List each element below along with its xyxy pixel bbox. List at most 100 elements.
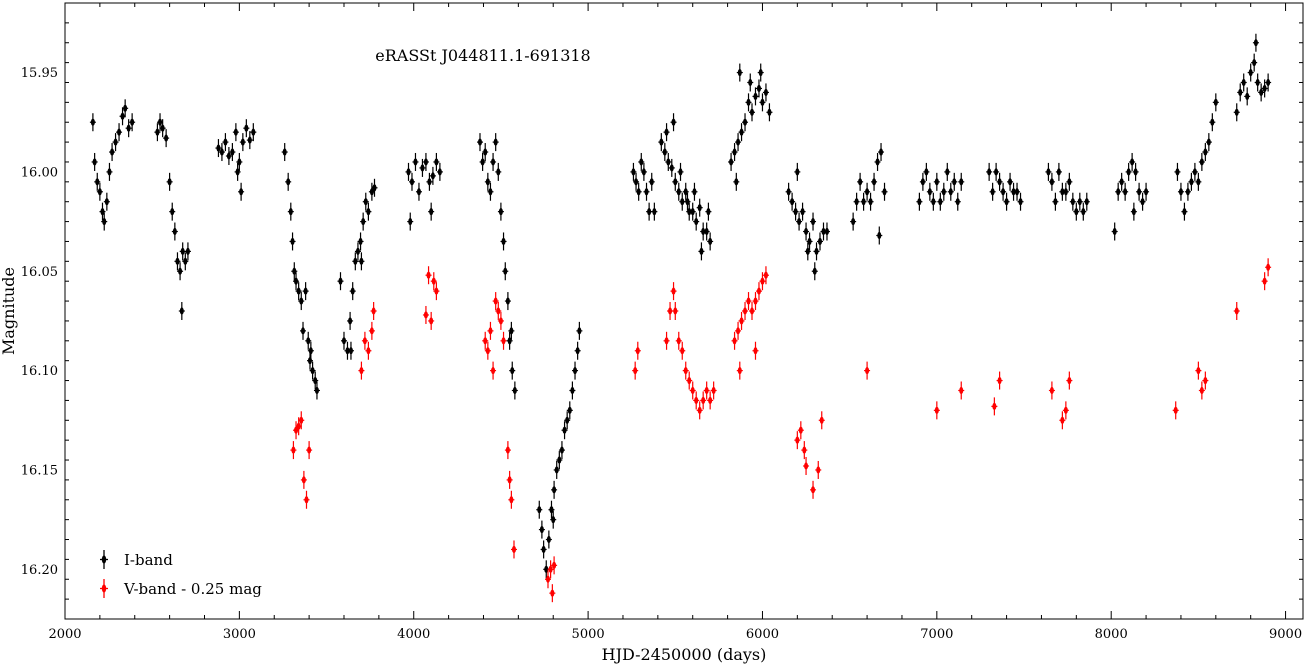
data-point xyxy=(109,143,116,162)
data-point xyxy=(572,361,579,380)
data-point xyxy=(1209,113,1216,132)
data-point xyxy=(352,252,359,271)
data-point xyxy=(700,391,707,410)
data-point xyxy=(215,139,222,158)
data-point xyxy=(419,158,426,177)
data-point xyxy=(648,172,655,191)
data-point xyxy=(633,172,640,191)
data-point xyxy=(755,282,762,301)
data-point xyxy=(752,292,759,311)
data-point xyxy=(682,182,689,201)
data-point xyxy=(1052,192,1059,211)
data-point xyxy=(643,182,650,201)
data-point xyxy=(337,272,344,291)
data-point xyxy=(1066,172,1073,191)
y-tick-label: 16.20 xyxy=(21,563,58,578)
data-point xyxy=(803,222,810,241)
data-point xyxy=(368,182,375,201)
y-tick-label: 16.15 xyxy=(21,463,58,478)
data-point xyxy=(742,113,749,132)
data-point xyxy=(1066,371,1073,390)
data-point xyxy=(371,178,378,197)
data-point xyxy=(672,302,679,320)
data-point xyxy=(736,63,743,82)
data-point xyxy=(368,321,375,340)
data-point xyxy=(238,182,245,201)
data-point xyxy=(540,540,547,559)
data-point xyxy=(857,172,864,191)
data-point xyxy=(347,311,354,330)
x-tick-label: 7000 xyxy=(920,627,953,642)
data-point xyxy=(495,162,502,181)
data-point xyxy=(289,232,296,251)
data-point xyxy=(298,292,305,311)
data-point xyxy=(428,311,435,330)
x-tick-label: 5000 xyxy=(572,627,605,642)
data-point xyxy=(804,242,811,261)
data-point xyxy=(566,401,573,420)
data-point xyxy=(738,123,745,142)
data-point xyxy=(794,162,801,181)
data-point xyxy=(640,162,647,181)
data-point xyxy=(547,560,554,579)
data-point xyxy=(1122,182,1129,201)
data-point xyxy=(422,152,429,171)
data-point xyxy=(799,202,806,221)
data-point xyxy=(106,162,113,181)
data-point xyxy=(293,272,300,291)
data-point xyxy=(166,172,173,191)
data-point xyxy=(1252,33,1259,52)
data-point xyxy=(313,381,320,400)
data-point xyxy=(551,480,558,499)
data-point xyxy=(679,192,686,211)
data-point xyxy=(360,212,367,231)
data-point xyxy=(1258,83,1265,102)
data-point xyxy=(703,222,710,241)
data-point xyxy=(1244,87,1251,106)
data-point xyxy=(511,381,518,400)
data-point xyxy=(428,202,435,221)
x-tick-label: 9000 xyxy=(1269,627,1302,642)
data-point xyxy=(878,143,885,162)
data-point xyxy=(365,202,372,221)
data-point xyxy=(508,321,515,340)
data-point xyxy=(752,341,759,360)
data-point xyxy=(500,232,507,251)
data-point xyxy=(1003,192,1010,211)
data-point xyxy=(218,143,225,162)
data-point xyxy=(672,172,679,191)
data-point xyxy=(663,123,670,142)
data-point xyxy=(182,252,189,271)
y-tick-label: 16.10 xyxy=(21,364,58,379)
data-point xyxy=(433,152,440,171)
data-point xyxy=(1265,258,1272,277)
data-point xyxy=(864,361,871,380)
data-point xyxy=(926,182,933,201)
data-point xyxy=(881,182,888,201)
data-point xyxy=(689,202,696,221)
data-point xyxy=(370,302,377,320)
data-point xyxy=(422,305,429,324)
data-point xyxy=(112,133,119,152)
data-point xyxy=(1188,172,1195,191)
data-point xyxy=(412,152,419,171)
data-point xyxy=(116,123,123,142)
data-point xyxy=(996,371,1003,390)
data-point xyxy=(222,133,229,152)
data-point xyxy=(293,421,300,440)
data-point xyxy=(797,421,804,440)
data-point xyxy=(1129,152,1136,171)
data-point xyxy=(174,252,181,271)
data-point xyxy=(1139,192,1146,211)
data-point xyxy=(658,133,665,152)
data-point xyxy=(916,192,923,211)
legend: I-band V-band - 0.25 mag xyxy=(100,550,262,598)
data-point xyxy=(991,397,998,416)
data-point xyxy=(1177,182,1184,201)
data-point xyxy=(1202,143,1209,162)
data-point xyxy=(735,321,742,340)
data-point xyxy=(298,411,305,430)
data-point xyxy=(558,441,565,460)
data-point xyxy=(766,103,773,122)
data-point xyxy=(1233,302,1240,320)
